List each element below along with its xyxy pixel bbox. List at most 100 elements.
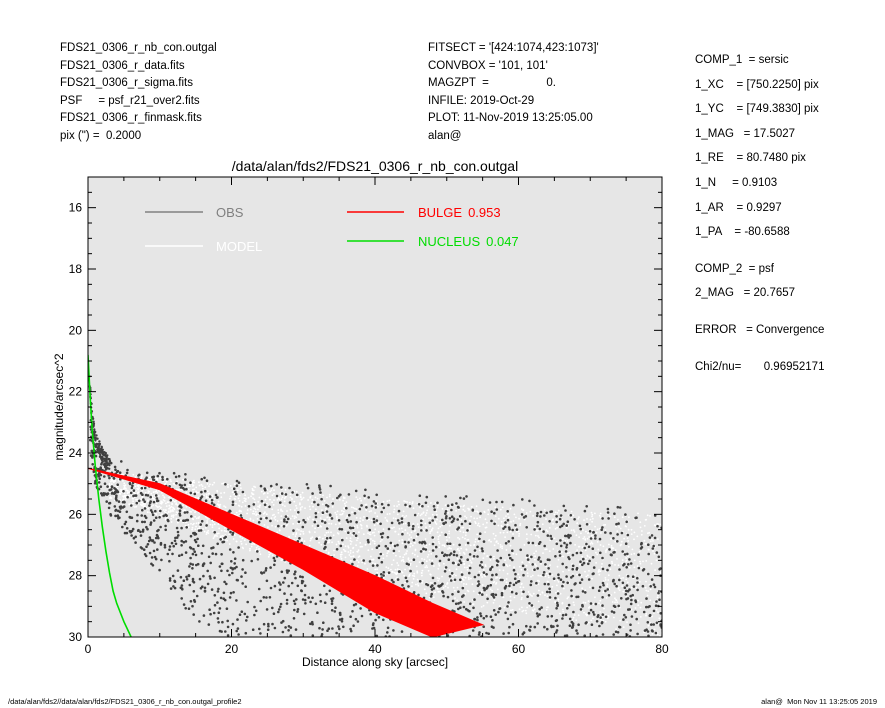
point [161, 513, 164, 515]
point [616, 631, 620, 634]
point [482, 540, 486, 543]
point [125, 527, 129, 530]
point [139, 491, 143, 495]
point [280, 525, 283, 527]
point [189, 481, 192, 485]
point [414, 529, 417, 532]
point [123, 482, 126, 485]
point [110, 485, 114, 489]
point [152, 519, 156, 522]
point [623, 562, 626, 566]
point [327, 627, 331, 630]
point [334, 523, 337, 526]
point [100, 445, 103, 448]
point [398, 539, 401, 542]
point [183, 509, 186, 511]
point [156, 499, 160, 503]
point [235, 629, 238, 633]
point [534, 555, 536, 558]
point [616, 505, 620, 509]
point [156, 506, 159, 508]
point [468, 634, 471, 637]
point [307, 596, 311, 599]
point [151, 539, 154, 543]
point [488, 539, 491, 541]
point [485, 573, 488, 576]
point [436, 577, 439, 579]
point [187, 523, 190, 526]
point [176, 480, 179, 483]
point [503, 606, 506, 609]
point [401, 530, 404, 533]
point [575, 534, 578, 537]
point [551, 574, 553, 576]
point [614, 601, 616, 604]
point [511, 549, 514, 552]
point [596, 553, 599, 556]
point [237, 497, 240, 500]
point [432, 596, 435, 599]
y-tick-label: 28 [69, 569, 83, 583]
point [556, 624, 559, 628]
point [176, 504, 179, 507]
point [471, 509, 475, 512]
point [258, 551, 261, 553]
point [428, 517, 430, 520]
point [306, 517, 309, 520]
point [388, 569, 391, 572]
point [164, 524, 167, 528]
point [378, 547, 381, 549]
point [156, 474, 160, 478]
point [649, 585, 652, 588]
point [222, 482, 225, 485]
point [163, 543, 167, 547]
point [637, 583, 640, 586]
point [460, 519, 463, 521]
point [288, 486, 291, 490]
point [394, 530, 397, 533]
point [600, 532, 602, 534]
point [465, 607, 468, 611]
point [416, 583, 419, 585]
point [347, 546, 350, 549]
point [190, 522, 192, 525]
point [193, 492, 197, 496]
point [175, 518, 178, 520]
point [130, 504, 133, 507]
point [142, 505, 145, 508]
point [623, 613, 626, 617]
point [567, 536, 571, 539]
point [351, 526, 355, 530]
point [309, 600, 312, 604]
point [528, 605, 531, 607]
point [411, 581, 414, 584]
point [413, 575, 416, 578]
point [159, 502, 162, 505]
point [407, 557, 410, 560]
point [404, 500, 407, 503]
point [189, 534, 193, 538]
point [446, 542, 449, 546]
point [450, 508, 453, 512]
point [547, 574, 550, 577]
point [146, 511, 149, 514]
point [365, 503, 368, 506]
point [489, 615, 493, 618]
point [429, 582, 432, 584]
point [629, 623, 632, 626]
point [613, 512, 616, 515]
point [362, 519, 364, 522]
point [365, 509, 368, 512]
point [505, 515, 507, 517]
point [400, 630, 404, 633]
point [286, 571, 289, 574]
point [604, 589, 607, 593]
point [501, 578, 504, 582]
point [659, 612, 662, 615]
point [205, 533, 208, 535]
point [295, 507, 298, 510]
point [160, 506, 162, 509]
point [584, 570, 586, 573]
point [578, 516, 580, 518]
point [489, 583, 493, 587]
